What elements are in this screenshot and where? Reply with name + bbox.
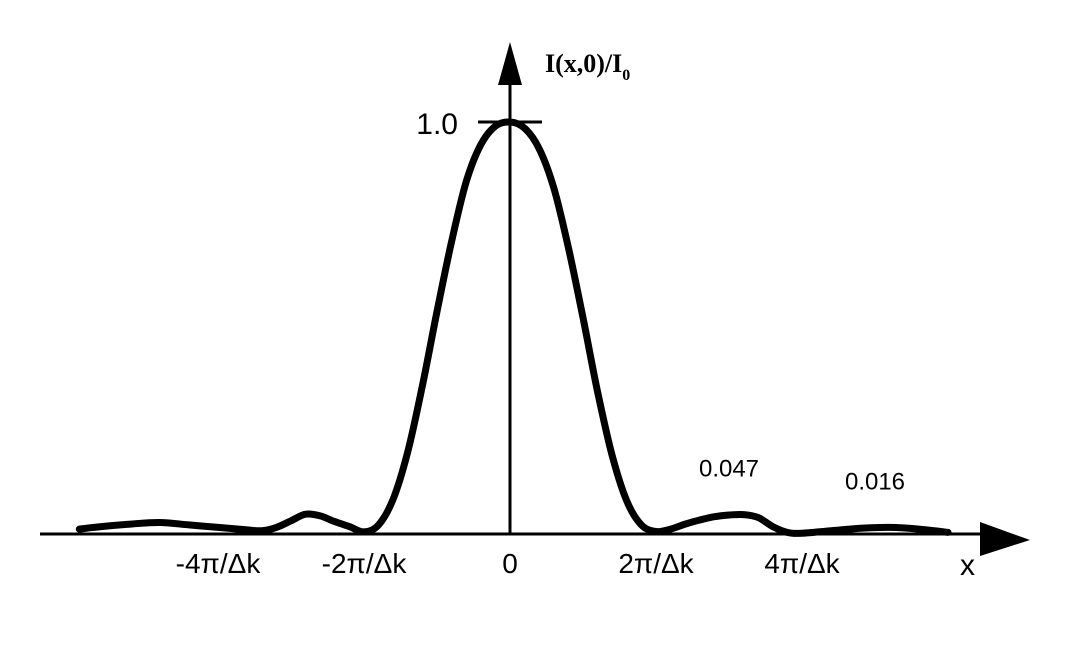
y-axis-arrowhead	[498, 42, 522, 85]
peak-annotation: 0.016	[845, 468, 905, 495]
x-axis-title: x	[960, 549, 975, 582]
x-tick-label: 4π/Δk	[764, 548, 840, 579]
x-tick-label: 2π/Δk	[618, 548, 694, 579]
x-tick-labels: -4π/Δk -2π/Δk 0 2π/Δk 4π/Δk	[176, 548, 841, 579]
y-tick-label-1: 1.0	[416, 108, 458, 141]
y-axis-title-subscript: 0	[622, 67, 630, 84]
x-axis-arrowhead	[980, 522, 1030, 556]
y-axis-title-main: I(x,0)/I	[545, 49, 622, 78]
x-tick-label: 0	[502, 548, 518, 579]
peak-annotation: 0.047	[699, 456, 759, 483]
peak-annotations: 0.047 0.016	[699, 456, 905, 496]
intensity-curve	[75, 118, 952, 537]
x-tick-label: -4π/Δk	[176, 548, 262, 579]
y-axis-title: I(x,0)/I0	[545, 49, 630, 84]
x-tick-label: -2π/Δk	[322, 548, 408, 579]
